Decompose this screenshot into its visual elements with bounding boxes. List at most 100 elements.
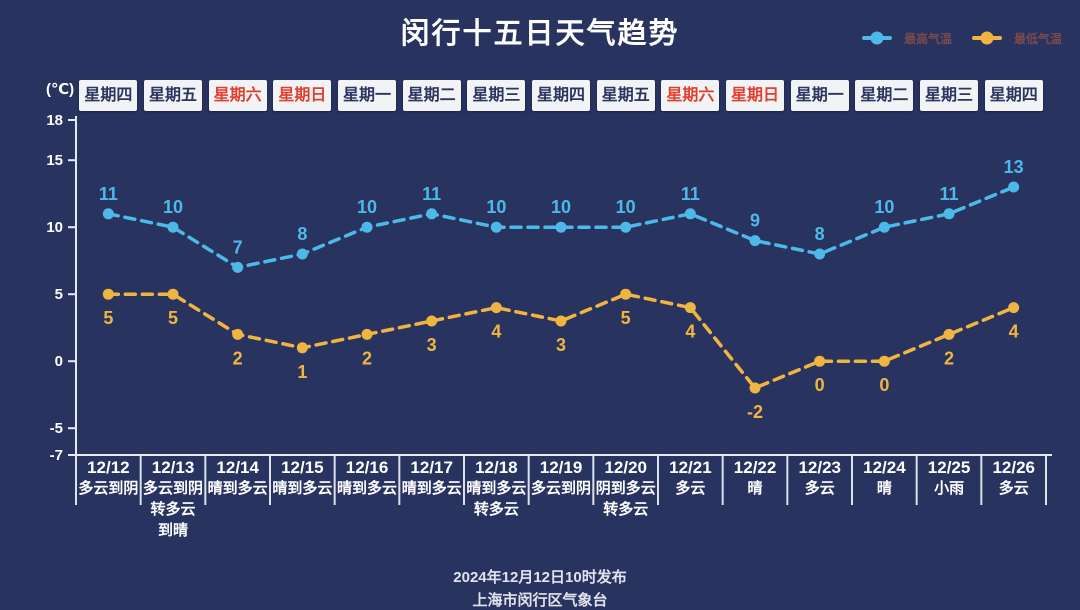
y-axis-unit-label: (℃): [46, 81, 75, 98]
low-temp-point: [490, 302, 502, 314]
legend-label: 最低气温: [1014, 31, 1063, 46]
legend: 最高气温 最低气温: [862, 28, 1062, 48]
weather-label: 转多云: [150, 501, 196, 518]
low-temp-point: [232, 328, 244, 340]
date-label: 12/22: [733, 458, 777, 477]
weekday-cell: 星期一: [335, 80, 400, 111]
weather-label: 晴到多云: [207, 480, 268, 497]
weekday-badge: 星期日: [726, 80, 785, 111]
low-temp-value-label: 5: [103, 308, 113, 328]
weather-label: 晴到多云: [401, 480, 462, 497]
day-cell: 12/14 晴到多云: [205, 458, 270, 541]
y-tick-label: -7: [50, 447, 63, 464]
date-label: 12/23: [798, 458, 841, 477]
weekday-cell: 星期六: [658, 80, 723, 111]
weekday-badge: 星期五: [144, 80, 202, 111]
weekday-badge: 星期六: [208, 80, 267, 111]
high-temp-point: [620, 221, 632, 233]
high-temp-point: [555, 221, 567, 233]
high-temp-value-label: 8: [297, 224, 307, 244]
high-temp-point: [296, 248, 308, 260]
y-tick-label: 15: [46, 152, 63, 169]
day-cell: 12/20 阴到多云 转多云: [593, 458, 658, 541]
weekday-cell: 星期二: [852, 80, 917, 111]
y-tick-label: 0: [55, 353, 63, 370]
high-temp-point: [167, 221, 179, 233]
high-temp-value-label: 11: [681, 184, 700, 204]
weekday-row: 星期四 星期五 星期六 星期日 星期一 星期二 星期三 星期四 星期五 星期六 星期日 星期一 星期二星…: [76, 80, 1046, 111]
weekday-badge: 星期五: [596, 80, 655, 111]
high-temp-point: [232, 261, 244, 273]
high-temp-value-label: 10: [874, 197, 894, 217]
low-temp-point: [943, 328, 955, 340]
high-temp-point: [426, 208, 438, 220]
low-temp-value-label: 4: [491, 322, 501, 342]
weather-label: 多云: [998, 480, 1029, 497]
low-temp-value-label: 5: [621, 308, 631, 328]
weather-label: 晴到多云: [337, 480, 398, 497]
day-cell: 12/12 多云到阴: [76, 458, 141, 541]
day-cell: 12/15 晴到多云: [270, 458, 335, 541]
legend-dot-icon: [870, 31, 884, 45]
weekday-cell: 星期三: [917, 80, 982, 111]
low-temp-point: [361, 328, 373, 340]
low-temp-value-label: 4: [1009, 322, 1019, 342]
date-label: 12/16: [345, 458, 389, 477]
high-temp-point: [102, 208, 114, 220]
low-temp-point: [1008, 302, 1020, 314]
y-tick-label: 5: [55, 286, 63, 303]
high-temp-point: [878, 221, 890, 233]
date-label: 12/24: [863, 458, 906, 477]
weather-label: 多云到阴: [78, 480, 139, 497]
date-weather-row: 12/12 多云到阴 12/13 多云到阴 转多云 到晴 12/14 晴到多云 12/15 晴到多…: [76, 458, 1046, 541]
date-label: 12/19: [539, 458, 583, 477]
date-label: 12/26: [992, 458, 1036, 477]
footer: 2024年12月12日10时发布 上海市闵行区气象台: [0, 566, 1080, 610]
weather-label: 多云到阴: [531, 480, 592, 497]
weekday-cell: 星期四: [981, 80, 1046, 111]
high-temp-value-label: 10: [616, 197, 636, 217]
weekday-badge: 星期二: [855, 80, 914, 111]
high-temp-legend-marker-icon: [862, 31, 892, 45]
date-label: 12/13: [151, 458, 195, 477]
day-cell: 12/18 晴到多云 转多云: [464, 458, 529, 541]
weather-label: 晴到多云: [466, 480, 527, 497]
weather-label: 多云: [675, 480, 706, 497]
weekday-badge: 星期一: [790, 80, 849, 111]
low-temp-legend-marker-icon: [972, 31, 1003, 45]
date-label: 12/12: [87, 458, 130, 477]
weather-label: 晴: [876, 480, 892, 497]
high-temp-point: [684, 208, 696, 220]
legend-item-high-temp: 最高气温: [862, 30, 952, 47]
y-tick-label: 10: [46, 219, 63, 236]
high-temp-point: [749, 235, 761, 247]
high-temp-point: [1008, 181, 1020, 193]
date-label: 12/18: [475, 458, 518, 477]
page-title: 闵行十五日天气趋势: [400, 18, 680, 50]
high-temp-value-label: 11: [99, 184, 118, 204]
weekday-badge: 星期四: [79, 80, 138, 111]
weather-label: 阴到多云: [595, 480, 656, 497]
day-cell: 12/22 晴: [723, 458, 788, 541]
weekday-badge: 星期四: [984, 80, 1043, 111]
weekday-badge: 星期三: [920, 80, 979, 111]
weekday-badge: 星期四: [532, 80, 591, 111]
day-cell: 12/24 晴: [852, 458, 917, 541]
low-temp-value-label: -2: [747, 402, 763, 422]
publish-time: 2024年12月12日10时发布: [453, 569, 627, 586]
low-temp-value-label: 2: [362, 348, 372, 368]
weekday-cell: 星期三: [464, 80, 529, 111]
day-cell: 12/17 晴到多云: [399, 458, 464, 541]
weekday-cell: 星期五: [141, 80, 206, 111]
day-cell: 12/16 晴到多云: [335, 458, 400, 541]
low-temp-value-label: 0: [815, 375, 825, 395]
weekday-badge: 星期一: [338, 80, 397, 111]
high-temp-value-label: 11: [939, 184, 958, 204]
low-temp-point: [102, 288, 114, 300]
low-temp-point: [684, 302, 696, 314]
day-cell: 12/21 多云: [658, 458, 723, 541]
high-temp-point: [490, 221, 502, 233]
weekday-cell: 星期日: [723, 80, 788, 111]
low-temp-point: [814, 355, 826, 367]
low-temp-point: [296, 342, 308, 354]
